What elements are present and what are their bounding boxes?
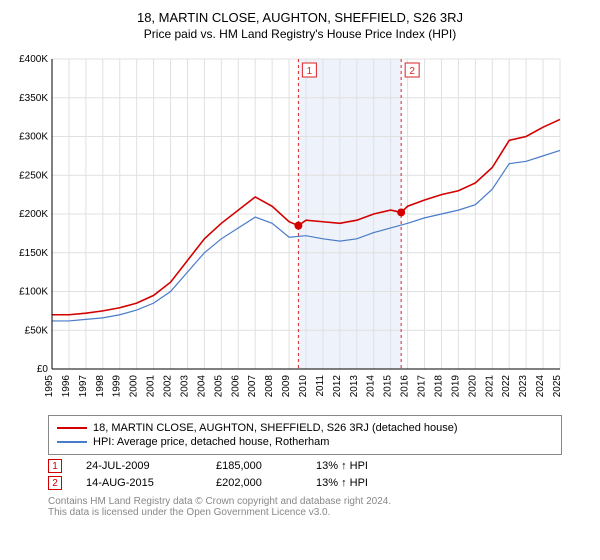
svg-text:£150K: £150K (19, 248, 48, 259)
page-title: 18, MARTIN CLOSE, AUGHTON, SHEFFIELD, S2… (8, 10, 592, 25)
svg-text:2022: 2022 (501, 375, 512, 398)
svg-text:2000: 2000 (129, 375, 140, 398)
svg-text:£300K: £300K (19, 132, 48, 143)
svg-text:£350K: £350K (19, 93, 48, 104)
transactions-table: 1 24-JUL-2009 £185,000 13% ↑ HPI 2 14-AU… (48, 459, 592, 490)
svg-text:1996: 1996 (61, 375, 72, 398)
transaction-marker-1: 1 (48, 459, 62, 473)
legend-label-1: 18, MARTIN CLOSE, AUGHTON, SHEFFIELD, S2… (93, 422, 458, 434)
transaction-price-1: £185,000 (216, 460, 316, 472)
svg-text:2014: 2014 (366, 375, 377, 398)
svg-text:2020: 2020 (467, 375, 478, 398)
svg-text:2016: 2016 (400, 375, 411, 398)
transaction-hpi-2: 13% ↑ HPI (316, 477, 416, 489)
svg-text:2025: 2025 (552, 375, 563, 398)
svg-text:£200K: £200K (19, 209, 48, 220)
svg-text:2019: 2019 (450, 375, 461, 398)
svg-text:£50K: £50K (25, 325, 49, 336)
svg-text:2005: 2005 (213, 375, 224, 398)
legend-row-1: 18, MARTIN CLOSE, AUGHTON, SHEFFIELD, S2… (57, 422, 553, 434)
svg-text:2002: 2002 (163, 375, 174, 398)
svg-text:2023: 2023 (518, 375, 529, 398)
svg-text:2004: 2004 (196, 375, 207, 398)
svg-text:1999: 1999 (112, 375, 123, 398)
legend-swatch-2 (57, 441, 87, 443)
legend: 18, MARTIN CLOSE, AUGHTON, SHEFFIELD, S2… (48, 415, 562, 455)
legend-row-2: HPI: Average price, detached house, Roth… (57, 436, 553, 448)
svg-text:£100K: £100K (19, 287, 48, 298)
svg-text:2008: 2008 (264, 375, 275, 398)
svg-text:1997: 1997 (78, 375, 89, 398)
transaction-hpi-1: 13% ↑ HPI (316, 460, 416, 472)
svg-text:2012: 2012 (332, 375, 343, 398)
chart-svg: £0 £50K £100K £150K £200K £250K £300K £350K £400… (8, 49, 568, 409)
transaction-row-2: 2 14-AUG-2015 £202,000 13% ↑ HPI (48, 476, 592, 490)
svg-text:£400K: £400K (19, 54, 48, 65)
svg-text:1995: 1995 (44, 375, 55, 398)
svg-text:2017: 2017 (417, 375, 428, 398)
footer-line-2: This data is licensed under the Open Gov… (48, 507, 592, 518)
legend-swatch-1 (57, 427, 87, 429)
svg-text:2001: 2001 (146, 375, 157, 398)
svg-text:£250K: £250K (19, 170, 48, 181)
chart: £0 £50K £100K £150K £200K £250K £300K £350K £400… (8, 49, 592, 409)
svg-text:1: 1 (307, 66, 313, 77)
footer-line-1: Contains HM Land Registry data © Crown c… (48, 496, 592, 507)
transaction-date-1: 24-JUL-2009 (86, 460, 216, 472)
transaction-row-1: 1 24-JUL-2009 £185,000 13% ↑ HPI (48, 459, 592, 473)
svg-text:1998: 1998 (95, 375, 106, 398)
svg-text:2006: 2006 (230, 375, 241, 398)
svg-text:2003: 2003 (179, 375, 190, 398)
svg-text:2010: 2010 (298, 375, 309, 398)
svg-text:2018: 2018 (433, 375, 444, 398)
svg-text:2011: 2011 (315, 375, 326, 397)
page-subtitle: Price paid vs. HM Land Registry's House … (8, 27, 592, 41)
transaction-date-2: 14-AUG-2015 (86, 477, 216, 489)
svg-text:2013: 2013 (349, 375, 360, 398)
footer: Contains HM Land Registry data © Crown c… (48, 496, 592, 518)
svg-text:2021: 2021 (484, 375, 495, 398)
legend-label-2: HPI: Average price, detached house, Roth… (93, 436, 329, 448)
svg-text:2007: 2007 (247, 375, 258, 398)
svg-text:2015: 2015 (383, 375, 394, 398)
svg-text:2009: 2009 (281, 375, 292, 398)
transaction-price-2: £202,000 (216, 477, 316, 489)
transaction-marker-2: 2 (48, 476, 62, 490)
svg-text:2024: 2024 (535, 375, 546, 398)
svg-text:2: 2 (409, 66, 415, 77)
svg-text:£0: £0 (37, 364, 49, 375)
